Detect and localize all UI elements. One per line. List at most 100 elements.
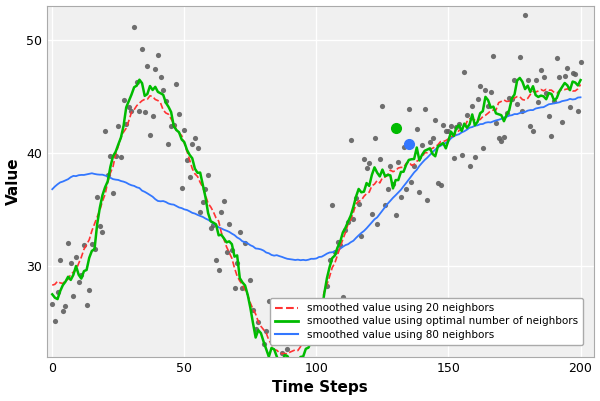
Point bbox=[565, 103, 575, 110]
Point bbox=[196, 209, 205, 215]
Point bbox=[232, 259, 242, 266]
Point bbox=[415, 189, 424, 196]
Point bbox=[481, 87, 490, 93]
Point bbox=[211, 257, 221, 264]
Point bbox=[106, 152, 115, 159]
Point bbox=[475, 83, 485, 89]
Point bbox=[87, 241, 97, 247]
Point bbox=[505, 95, 514, 101]
Point bbox=[253, 319, 263, 326]
Point bbox=[85, 287, 94, 293]
Point bbox=[90, 246, 100, 252]
Point bbox=[172, 81, 181, 87]
Point bbox=[132, 79, 142, 85]
Point bbox=[61, 303, 70, 309]
Point bbox=[533, 98, 543, 105]
Point bbox=[77, 272, 86, 278]
smoothed value using 80 neighbors bbox=[271, 253, 278, 258]
Point bbox=[71, 254, 81, 261]
Point bbox=[320, 312, 329, 318]
Point bbox=[240, 240, 250, 247]
Point bbox=[177, 185, 187, 191]
Point bbox=[64, 240, 73, 246]
Point bbox=[206, 225, 215, 231]
Point bbox=[92, 194, 102, 200]
Point bbox=[520, 11, 530, 18]
Point bbox=[304, 324, 313, 330]
Point bbox=[373, 221, 382, 228]
Point bbox=[174, 111, 184, 117]
Point bbox=[486, 89, 496, 95]
Point bbox=[433, 180, 443, 186]
Point bbox=[248, 307, 258, 313]
Point bbox=[354, 201, 364, 207]
Point bbox=[322, 283, 332, 290]
Point bbox=[137, 46, 147, 52]
smoothed value using 20 neighbors bbox=[271, 347, 278, 352]
Point bbox=[328, 202, 337, 209]
Point bbox=[311, 355, 321, 362]
Point bbox=[314, 316, 324, 322]
Y-axis label: Value: Value bbox=[5, 158, 20, 205]
Point bbox=[465, 163, 475, 169]
Point bbox=[412, 126, 422, 132]
smoothed value using optimal number of neighbors bbox=[51, 295, 58, 300]
Point bbox=[68, 293, 78, 300]
Point bbox=[473, 96, 482, 103]
Point bbox=[512, 101, 522, 108]
Point bbox=[275, 330, 284, 336]
Point bbox=[134, 108, 144, 115]
Point bbox=[50, 318, 59, 324]
Point bbox=[53, 289, 62, 295]
Point bbox=[227, 247, 236, 253]
Point bbox=[140, 109, 149, 115]
Point bbox=[454, 121, 464, 128]
Point bbox=[491, 120, 501, 126]
Point bbox=[153, 52, 163, 58]
Point bbox=[161, 98, 170, 104]
Point bbox=[55, 257, 65, 263]
smoothed value using optimal number of neighbors bbox=[577, 78, 584, 83]
Point bbox=[496, 138, 506, 144]
Point bbox=[362, 164, 371, 171]
smoothed value using 80 neighbors bbox=[535, 105, 542, 110]
Point bbox=[518, 107, 527, 114]
Point bbox=[507, 95, 517, 102]
Point bbox=[288, 328, 298, 335]
Point bbox=[573, 108, 583, 114]
Point bbox=[103, 172, 113, 178]
Point bbox=[380, 201, 390, 208]
smoothed value using 20 neighbors bbox=[49, 283, 56, 288]
Point bbox=[417, 142, 427, 148]
Point bbox=[296, 362, 305, 368]
Point bbox=[539, 74, 548, 80]
Point bbox=[121, 121, 131, 127]
smoothed value using 80 neighbors bbox=[49, 187, 56, 192]
Point bbox=[108, 190, 118, 196]
Point bbox=[425, 139, 435, 145]
Point bbox=[330, 249, 340, 255]
Point bbox=[541, 90, 551, 96]
smoothed value using 20 neighbors bbox=[51, 282, 58, 287]
Point bbox=[127, 107, 136, 114]
Point bbox=[441, 128, 451, 134]
Point bbox=[283, 345, 292, 352]
smoothed value using 80 neighbors bbox=[96, 172, 103, 177]
Point bbox=[151, 66, 160, 73]
Point bbox=[547, 133, 556, 139]
X-axis label: Time Steps: Time Steps bbox=[272, 381, 368, 395]
Point bbox=[502, 109, 511, 116]
Point bbox=[560, 73, 569, 79]
Point bbox=[198, 199, 208, 205]
Point bbox=[554, 74, 564, 81]
Point bbox=[298, 391, 308, 397]
Point bbox=[169, 122, 179, 128]
Point bbox=[483, 103, 493, 109]
Point bbox=[462, 111, 472, 118]
Point bbox=[179, 126, 189, 133]
Point bbox=[116, 154, 126, 160]
Point bbox=[351, 195, 361, 201]
smoothed value using 80 neighbors bbox=[241, 240, 248, 245]
Point bbox=[367, 211, 377, 217]
smoothed value using 20 neighbors bbox=[577, 82, 584, 87]
